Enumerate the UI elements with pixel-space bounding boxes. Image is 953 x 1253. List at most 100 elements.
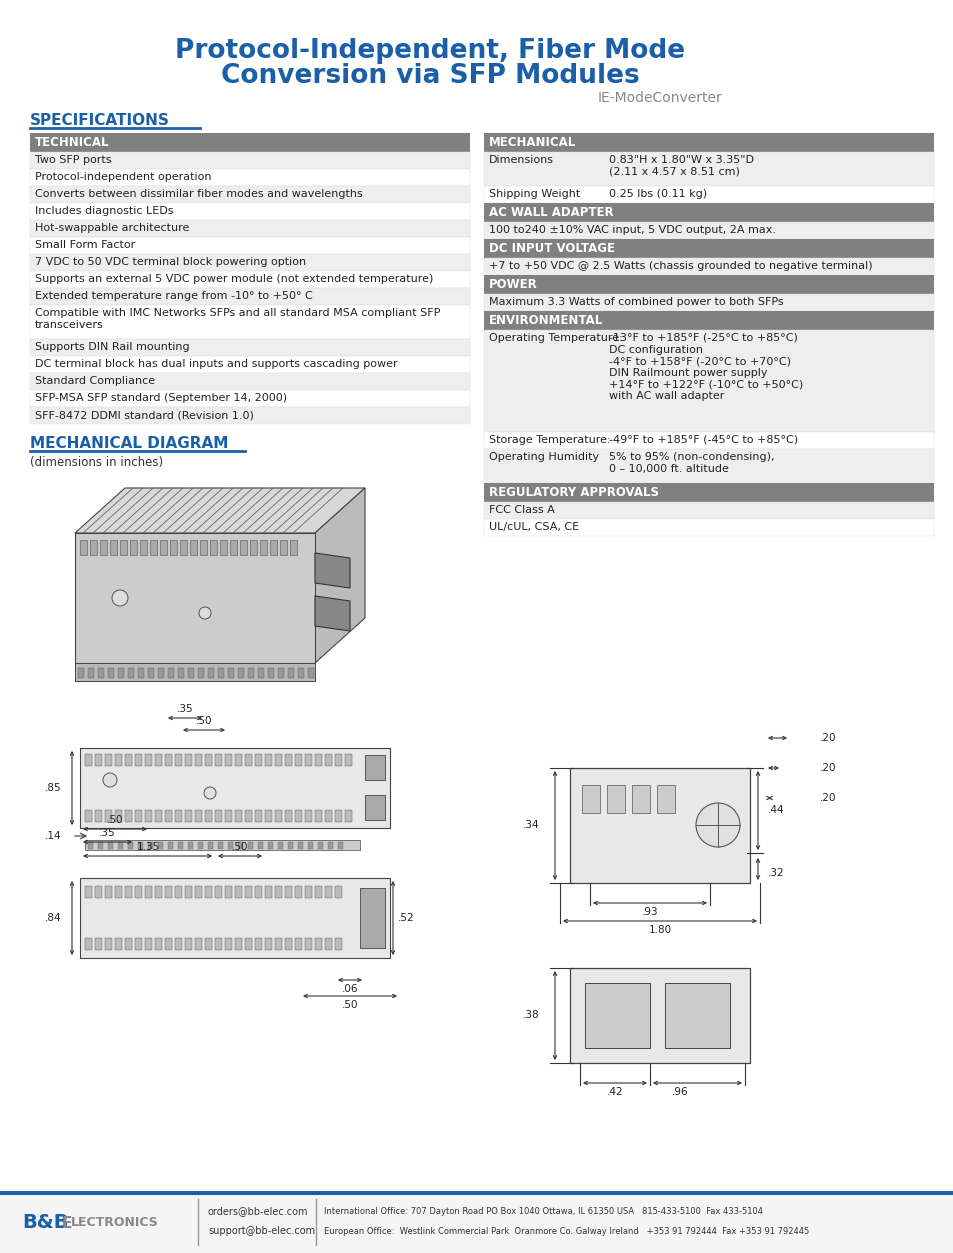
- Bar: [245, 886, 252, 898]
- Text: orders@bb-elec.com: orders@bb-elec.com: [208, 1205, 308, 1215]
- Text: 0.83"H x 1.80"W x 3.35"D
(2.11 x 4.57 x 8.51 cm): 0.83"H x 1.80"W x 3.35"D (2.11 x 4.57 x …: [608, 155, 753, 177]
- Bar: [297, 842, 303, 850]
- Bar: [85, 886, 91, 898]
- Polygon shape: [75, 663, 314, 680]
- Bar: [214, 809, 222, 822]
- Bar: [95, 938, 102, 950]
- Text: Maximum 3.3 Watts of combined power to both SFPs: Maximum 3.3 Watts of combined power to b…: [489, 297, 782, 307]
- Circle shape: [112, 590, 128, 606]
- Bar: [85, 840, 359, 850]
- Bar: [257, 842, 263, 850]
- Bar: [325, 754, 332, 766]
- Bar: [145, 754, 152, 766]
- Bar: [95, 809, 102, 822]
- Bar: [483, 449, 933, 482]
- Bar: [285, 886, 292, 898]
- Text: SFP-MSA SFP standard (September 14, 2000): SFP-MSA SFP standard (September 14, 2000…: [35, 393, 287, 403]
- Text: Dimensions: Dimensions: [489, 155, 554, 165]
- Bar: [80, 540, 87, 555]
- Text: .34: .34: [523, 819, 539, 829]
- Bar: [165, 754, 172, 766]
- Bar: [30, 185, 470, 203]
- Text: Supports an external 5 VDC power module (not extended temperature): Supports an external 5 VDC power module …: [35, 274, 433, 284]
- Bar: [288, 668, 294, 678]
- Text: Shipping Weight: Shipping Weight: [489, 189, 579, 199]
- Bar: [135, 754, 142, 766]
- Bar: [174, 809, 182, 822]
- Bar: [135, 886, 142, 898]
- Bar: [225, 809, 232, 822]
- Bar: [200, 540, 207, 555]
- Bar: [325, 809, 332, 822]
- Text: .84: .84: [46, 913, 62, 923]
- Bar: [359, 888, 385, 949]
- Bar: [268, 668, 274, 678]
- Text: SPECIFICATIONS: SPECIFICATIONS: [30, 113, 170, 128]
- Bar: [225, 754, 232, 766]
- Bar: [631, 784, 649, 813]
- Bar: [105, 754, 112, 766]
- Text: International Office: 707 Dayton Road PO Box 1040 Ottawa, IL 61350 USA   815-433: International Office: 707 Dayton Road PO…: [324, 1207, 762, 1215]
- Bar: [365, 794, 385, 819]
- Bar: [277, 842, 283, 850]
- Circle shape: [199, 606, 211, 619]
- Text: MECHANICAL: MECHANICAL: [489, 137, 576, 149]
- Polygon shape: [314, 596, 350, 632]
- Bar: [483, 258, 933, 274]
- Bar: [178, 842, 183, 850]
- Bar: [308, 842, 313, 850]
- Bar: [145, 809, 152, 822]
- Bar: [314, 886, 322, 898]
- Text: .20: .20: [820, 733, 836, 743]
- Text: .14: .14: [46, 831, 62, 841]
- Bar: [30, 340, 470, 356]
- Bar: [125, 754, 132, 766]
- Bar: [115, 938, 122, 950]
- Bar: [325, 938, 332, 950]
- Bar: [185, 886, 192, 898]
- Text: Operating Temperature:: Operating Temperature:: [489, 333, 622, 343]
- Bar: [198, 668, 204, 678]
- Bar: [110, 540, 117, 555]
- Bar: [248, 842, 253, 850]
- Bar: [245, 809, 252, 822]
- Text: .50: .50: [341, 1000, 358, 1010]
- Bar: [290, 540, 296, 555]
- Text: IE-ModeConverter: IE-ModeConverter: [597, 91, 721, 105]
- Bar: [115, 754, 122, 766]
- Bar: [148, 668, 153, 678]
- Text: Operating Humidity: Operating Humidity: [489, 452, 598, 462]
- Bar: [188, 668, 193, 678]
- Bar: [30, 356, 470, 373]
- Bar: [483, 203, 933, 222]
- Text: 0.25 lbs (0.11 kg): 0.25 lbs (0.11 kg): [608, 189, 706, 199]
- Text: Converts between dissimilar fiber modes and wavelengths: Converts between dissimilar fiber modes …: [35, 189, 362, 199]
- Bar: [257, 668, 264, 678]
- Bar: [254, 938, 262, 950]
- Bar: [237, 842, 243, 850]
- Bar: [228, 842, 233, 850]
- Bar: [483, 185, 933, 203]
- Bar: [245, 938, 252, 950]
- Bar: [174, 886, 182, 898]
- Bar: [30, 254, 470, 271]
- Circle shape: [103, 773, 117, 787]
- Bar: [180, 540, 187, 555]
- Text: Storage Temperature:: Storage Temperature:: [489, 435, 610, 445]
- Text: 100 to240 ±10% VAC input, 5 VDC output, 2A max.: 100 to240 ±10% VAC input, 5 VDC output, …: [489, 226, 775, 236]
- Bar: [218, 668, 224, 678]
- Bar: [240, 540, 247, 555]
- Text: DC terminal block has dual inputs and supports cascading power: DC terminal block has dual inputs and su…: [35, 360, 397, 368]
- Bar: [125, 809, 132, 822]
- Circle shape: [696, 803, 740, 847]
- Bar: [483, 519, 933, 536]
- Bar: [214, 754, 222, 766]
- Text: .06: .06: [341, 984, 358, 994]
- Bar: [237, 668, 244, 678]
- Bar: [345, 754, 352, 766]
- Bar: [483, 152, 933, 185]
- Text: ENVIRONMENTAL: ENVIRONMENTAL: [489, 315, 602, 327]
- Text: 1.35: 1.35: [136, 842, 159, 852]
- Text: Protocol-Independent, Fiber Mode: Protocol-Independent, Fiber Mode: [174, 38, 684, 64]
- Bar: [128, 668, 133, 678]
